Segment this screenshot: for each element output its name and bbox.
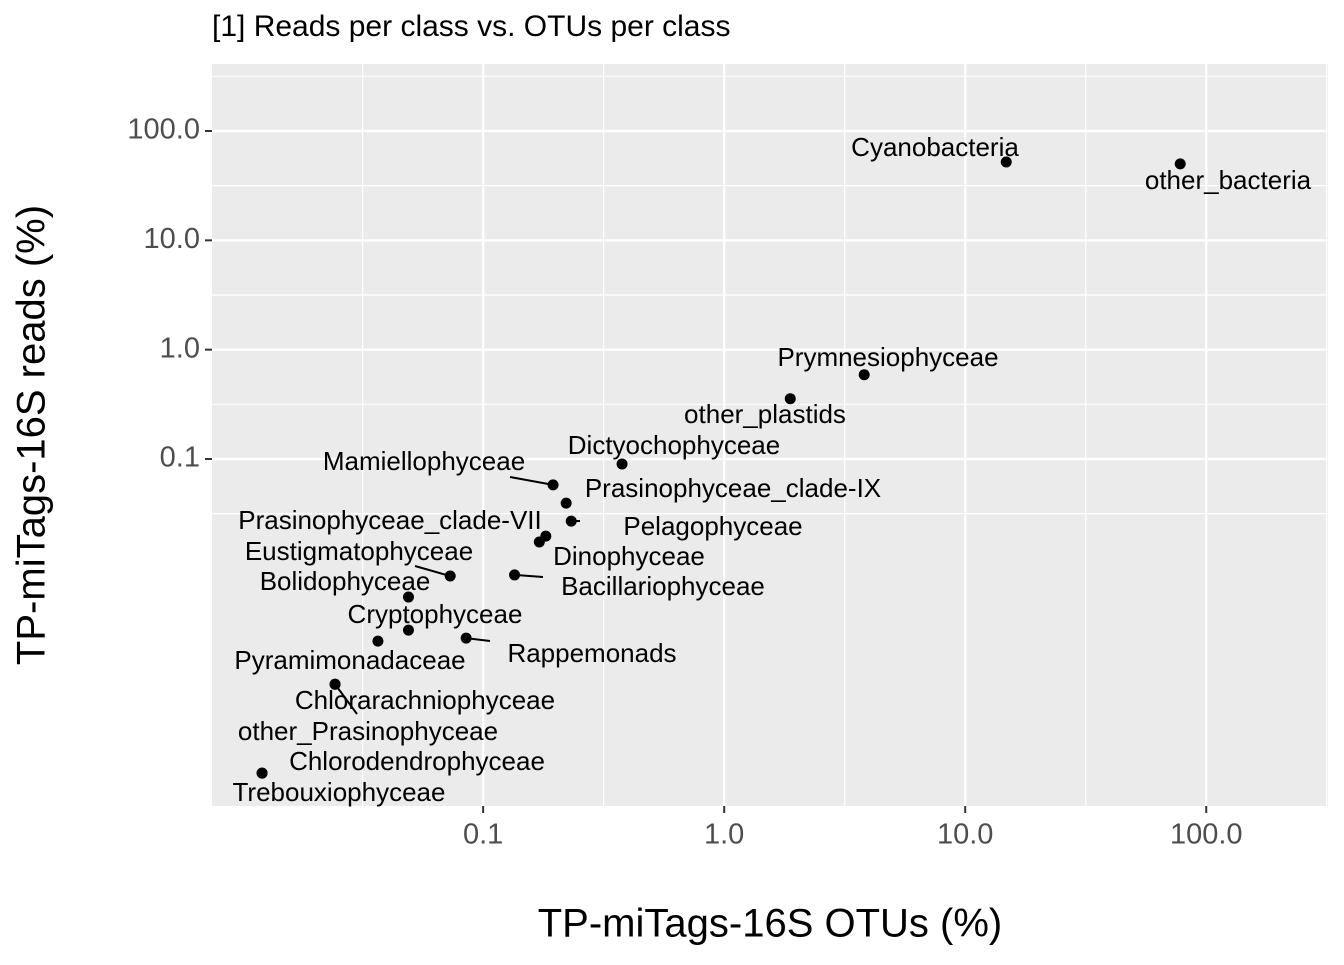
point-label: Bacillariophyceae bbox=[561, 571, 765, 601]
x-tick-label: 1.0 bbox=[704, 819, 744, 851]
x-tick-label: 0.1 bbox=[463, 819, 503, 851]
point-label: Prasinophyceae_clade-IX bbox=[585, 473, 881, 503]
y-tick-label: 100.0 bbox=[127, 114, 200, 146]
y-tick-label: 0.1 bbox=[160, 442, 200, 474]
point bbox=[445, 571, 456, 582]
point-label: Pelagophyceae bbox=[623, 511, 802, 541]
x-axis-title: TP-miTags-16S OTUs (%) bbox=[538, 902, 1003, 946]
y-tick-label: 10.0 bbox=[144, 223, 200, 255]
point bbox=[509, 569, 520, 580]
point-label: other_plastids bbox=[684, 399, 846, 429]
point bbox=[617, 458, 628, 469]
point bbox=[561, 498, 572, 509]
chart-title: [1] Reads per class vs. OTUs per class bbox=[212, 10, 731, 43]
point-label: other_bacteria bbox=[1145, 165, 1312, 195]
point-label: other_Prasinophyceae bbox=[238, 716, 498, 746]
point-label: Eustigmatophyceae bbox=[245, 536, 473, 566]
point bbox=[534, 537, 545, 548]
point-label: Dinophyceae bbox=[553, 541, 705, 571]
point bbox=[566, 516, 577, 527]
x-tick-label: 100.0 bbox=[1170, 819, 1243, 851]
point-label: Pyramimonadaceae bbox=[234, 645, 465, 675]
point-label: Chlorodendrophyceae bbox=[289, 746, 545, 776]
point-label: Prymnesiophyceae bbox=[777, 342, 998, 372]
point-label: Mamiellophyceae bbox=[323, 446, 525, 476]
point-label: Rappemonads bbox=[507, 638, 676, 668]
point-label: Dictyochophyceae bbox=[568, 430, 780, 460]
y-axis-title: TP-miTags-16S reads (%) bbox=[10, 205, 54, 665]
point bbox=[548, 479, 559, 490]
point bbox=[330, 679, 341, 690]
point bbox=[461, 633, 472, 644]
point-label: Cyanobacteria bbox=[851, 132, 1019, 162]
y-tick-label: 1.0 bbox=[160, 332, 200, 364]
x-tick-label: 10.0 bbox=[937, 819, 993, 851]
point-label: Prasinophyceae_clade-VII bbox=[238, 505, 542, 535]
point-label: Bolidophyceae bbox=[260, 566, 431, 596]
point-label: Cryptophyceae bbox=[348, 599, 523, 629]
point-label: Trebouxiophyceae bbox=[233, 777, 446, 807]
